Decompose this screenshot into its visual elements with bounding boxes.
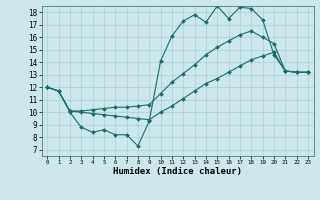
X-axis label: Humidex (Indice chaleur): Humidex (Indice chaleur) <box>113 167 242 176</box>
